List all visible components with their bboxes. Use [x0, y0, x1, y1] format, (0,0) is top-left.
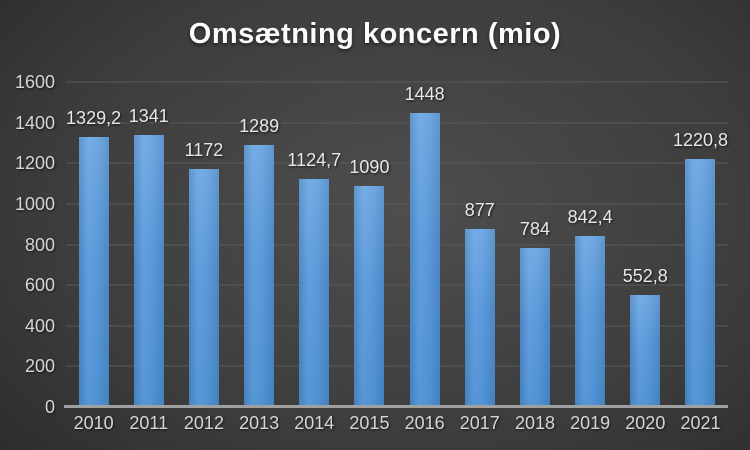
- y-axis-tick-label: 1400: [14, 112, 55, 133]
- x-axis-tick-label: 2015: [349, 413, 390, 433]
- gridline: [66, 81, 728, 83]
- bar-group: 784: [507, 82, 562, 407]
- bar-value-label: 1220,8: [672, 130, 728, 150]
- bar-value-label: 1289: [239, 116, 280, 137]
- bar-group: 552,8: [618, 82, 673, 407]
- bar-value-label: 1329,2: [66, 108, 122, 128]
- bar-group: 1172: [176, 82, 231, 407]
- bar-value-label: 552,8: [622, 265, 668, 286]
- chart-title: Omsætning koncern (mio): [188, 18, 562, 50]
- bar: [78, 137, 109, 407]
- bar: [464, 228, 495, 407]
- bar-value-label: 1341: [128, 105, 169, 126]
- y-axis-tick-label: 800: [24, 234, 55, 255]
- bar: [299, 178, 330, 407]
- y-axis-tick-label: 0: [44, 397, 55, 417]
- bar: [133, 134, 164, 407]
- x-axis-tick-label: 2014: [294, 413, 335, 433]
- bar-value-label: 1090: [349, 156, 390, 177]
- x-axis-tick-label: 2013: [239, 413, 280, 433]
- bar-group: 877: [452, 82, 507, 407]
- y-axis-labels: 0 200 400 600 800 1000 1200 1400 1600: [0, 73, 55, 416]
- gridline: [66, 244, 728, 245]
- x-axis-tick-label: 2010: [73, 413, 114, 433]
- x-axis-tick-label: 2019: [570, 413, 611, 433]
- x-axis-tick-label: 2017: [459, 413, 500, 433]
- bar: [685, 159, 716, 407]
- bar-value-label: 877: [464, 199, 495, 220]
- bar-group: 1124,7: [287, 82, 342, 407]
- gridline: [66, 203, 728, 205]
- gridline: [66, 365, 728, 367]
- x-axis-tick-label: 2012: [183, 413, 224, 433]
- bar-group: 1329,2: [66, 82, 121, 407]
- bar-value-label: 1124,7: [287, 149, 342, 170]
- bar-group: 1090: [342, 82, 397, 407]
- x-axis-tick-label: 2016: [404, 413, 445, 433]
- bar: [575, 235, 606, 407]
- bar-group: 1448: [397, 82, 452, 407]
- gridline: [66, 122, 728, 124]
- x-axis-tick-label: 2020: [625, 413, 666, 433]
- bar-group: 842,4: [563, 82, 618, 407]
- x-axis-tick-label: 2021: [680, 413, 721, 433]
- y-axis-tick-label: 1200: [14, 153, 55, 174]
- gridline: [66, 162, 728, 164]
- x-axis-line: [64, 405, 728, 408]
- x-axis-tick-label: 2011: [129, 413, 169, 433]
- y-axis-tick-label: 1000: [14, 193, 55, 214]
- x-axis-labels: 2010 2011 2012 2013 2014 2015 2016 2017 2018 2019…: [66, 412, 728, 434]
- bar-value-label: 784: [519, 218, 550, 239]
- bar-group: 1341: [121, 82, 176, 407]
- gridline: [66, 325, 728, 327]
- bar-series: 1329,2 1341 1172 1289 1124,7 1090 1448 877 784 84…: [66, 82, 728, 407]
- gridline: [66, 284, 728, 286]
- bar: [409, 112, 440, 407]
- bar-group: 1289: [232, 82, 287, 407]
- bar-group: 1220,8: [673, 82, 728, 407]
- y-axis-tick-label: 600: [24, 275, 55, 296]
- bar-value-label: 1172: [184, 139, 224, 160]
- bar-value-label: 1448: [404, 83, 445, 104]
- y-axis-tick-label: 400: [24, 315, 55, 336]
- bar-value-label: 842,4: [567, 206, 613, 227]
- bar: [244, 145, 275, 407]
- bar: [188, 168, 219, 407]
- x-axis-tick-label: 2018: [514, 413, 555, 433]
- bar: [519, 247, 550, 407]
- bar: [354, 185, 385, 407]
- y-axis-tick-label: 200: [24, 356, 55, 377]
- y-axis-tick-label: 1600: [14, 72, 55, 92]
- bar: [630, 294, 661, 407]
- plot-area: 1329,2 1341 1172 1289 1124,7 1090 1448 877 784 84…: [64, 81, 728, 408]
